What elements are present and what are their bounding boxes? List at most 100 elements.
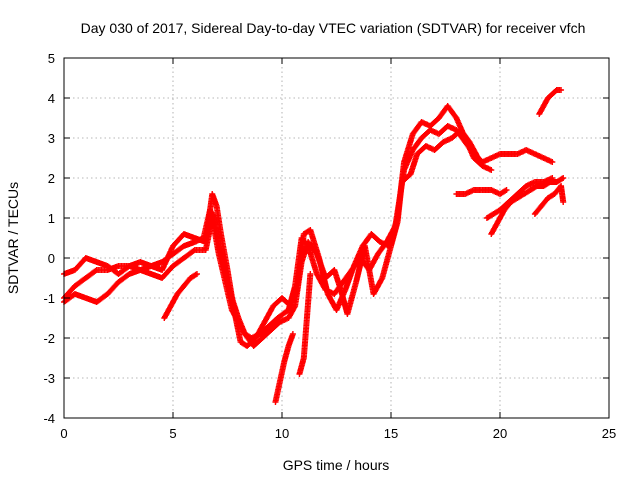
data-point — [272, 380, 283, 405]
data-point — [281, 344, 292, 365]
y-tick-label: -2 — [43, 331, 55, 346]
data-point — [497, 200, 511, 213]
data-point — [540, 179, 552, 189]
data-point — [296, 356, 307, 377]
data-point — [71, 275, 88, 289]
data-point — [342, 264, 357, 293]
data-point — [305, 239, 320, 256]
data-point — [361, 243, 377, 296]
data-points — [61, 87, 567, 405]
data-point — [407, 152, 420, 177]
data-point — [213, 203, 224, 236]
data-point — [431, 140, 446, 153]
data-point — [497, 187, 509, 197]
data-point — [536, 104, 546, 117]
data-point — [549, 175, 556, 181]
data-point — [553, 175, 565, 185]
data-point — [379, 244, 394, 281]
y-tick-label: 5 — [48, 51, 55, 66]
data-point — [527, 183, 539, 193]
data-point — [209, 215, 222, 256]
data-point — [217, 231, 231, 272]
data-point — [235, 319, 248, 336]
y-tick-label: -1 — [43, 291, 55, 306]
data-point — [488, 167, 495, 173]
data-series-4 — [161, 271, 200, 321]
data-point — [259, 328, 274, 341]
data-point — [409, 136, 424, 153]
data-point — [388, 220, 401, 249]
data-point — [549, 159, 556, 165]
x-tick-label: 0 — [60, 426, 67, 441]
x-tick-label: 15 — [384, 426, 398, 441]
x-axis-label: GPS time / hours — [283, 457, 390, 473]
data-point — [409, 120, 424, 137]
data-point — [276, 360, 287, 385]
data-series-7 — [453, 187, 510, 197]
data-point — [435, 104, 450, 121]
data-point — [398, 172, 413, 185]
data-point — [394, 180, 405, 225]
data-point — [544, 92, 555, 101]
data-point — [544, 191, 557, 201]
data-point — [531, 204, 544, 217]
data-point — [558, 183, 567, 204]
data-point — [307, 271, 314, 277]
data-point — [300, 328, 309, 361]
data-point — [167, 292, 180, 309]
data-point — [159, 264, 176, 281]
data-point — [503, 187, 510, 193]
data-point — [560, 199, 567, 205]
data-point — [540, 96, 551, 109]
plot-frame — [63, 57, 610, 419]
data-point — [483, 211, 496, 221]
data-point — [466, 139, 481, 160]
data-point — [159, 244, 176, 273]
data-point — [250, 336, 265, 349]
data-series-11 — [536, 87, 565, 117]
data-point — [241, 331, 256, 348]
data-point — [285, 304, 298, 321]
data-point — [514, 184, 529, 197]
data-point — [305, 272, 314, 305]
y-tick-label: 1 — [48, 211, 55, 226]
data-point — [180, 276, 193, 289]
data-point — [558, 87, 565, 93]
y-tick-label: 4 — [48, 91, 55, 106]
data-point — [490, 207, 502, 217]
data-point — [261, 304, 276, 325]
data-point — [313, 251, 329, 280]
data-point — [82, 267, 99, 281]
data-point — [265, 316, 280, 329]
data-point — [370, 276, 385, 297]
data-point — [331, 267, 344, 292]
data-point — [187, 271, 199, 281]
data-point — [115, 263, 132, 277]
data-point — [285, 332, 296, 349]
data-point — [475, 155, 482, 161]
x-tick-label: 20 — [493, 426, 507, 441]
data-point — [180, 247, 197, 261]
data-point — [104, 280, 121, 297]
data-point — [470, 155, 485, 168]
data-point — [161, 304, 174, 321]
data-point — [494, 208, 507, 225]
x-tick-label: 5 — [169, 426, 176, 441]
y-tick-label: 3 — [48, 131, 55, 146]
data-point — [538, 196, 551, 209]
data-point — [289, 331, 296, 337]
data-series-10 — [531, 183, 567, 217]
x-tick-label: 25 — [602, 426, 616, 441]
data-point — [222, 279, 235, 312]
y-tick-label: 2 — [48, 171, 55, 186]
data-point — [488, 220, 501, 237]
data-series-3 — [61, 127, 482, 349]
data-point — [215, 251, 228, 284]
data-point — [174, 284, 186, 297]
y-tick-label: 0 — [48, 251, 55, 266]
chart-title: Day 030 of 2017, Sidereal Day-to-day VTE… — [81, 20, 586, 36]
y-tick-label: -4 — [43, 411, 55, 426]
y-tick-label: -3 — [43, 371, 55, 386]
data-point — [427, 116, 441, 129]
